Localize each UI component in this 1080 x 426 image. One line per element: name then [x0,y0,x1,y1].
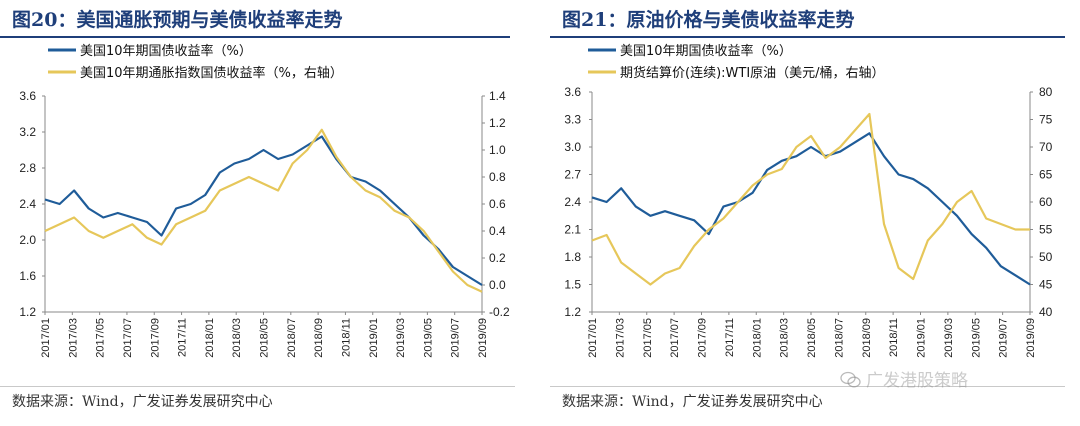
right-left-tick-label: 2.1 [564,223,581,237]
right-x-tick-label: 2018/07 [833,318,845,358]
left-x-tick-label: 2017/09 [149,318,161,358]
left-x-tick-label: 2018/07 [286,318,298,358]
left-left-tick-label: 3.6 [19,89,36,103]
right-source-divider [550,386,1065,387]
right-x-tick-label: 2018/03 [779,318,791,358]
right-chart-panel: 图21：原油价格与美债收益率走势 3.6 3.3 3.0 2.7 2.4 2.1 1.8 1.… [540,0,1080,426]
right-x-tick-label: 2017/07 [669,318,681,358]
left-x-tick-label: 2017/11 [177,318,189,357]
left-chart-panel: 图20：美国通胀预期与美债收益率走势 3.6 3.2 2.8 2.4 2.0 1.6 1.2… [0,0,515,410]
left-x-tick-label: 2018/11 [340,318,352,357]
left-series-line-tips-yield [44,128,483,293]
wechat-icon [840,371,861,388]
right-series-line-wti-oil [591,112,1030,286]
right-right-tick-label: 65 [1039,168,1053,182]
left-x-tick-label: 2018/05 [259,318,271,358]
watermark: 广发港股策略 [840,366,968,391]
right-x-tick-label: 2017/05 [642,318,654,358]
right-x-tick-label: 2019/05 [970,318,982,358]
left-x-tick-label: 2019/05 [422,318,434,358]
left-chart-title: 图20：美国通胀预期与美债收益率走势 [12,9,343,31]
left-right-tick-label: 1.4 [489,89,506,103]
right-right-tick-label: 40 [1039,305,1053,319]
left-right-tick-label: 1.0 [489,143,506,157]
left-right-tick-label: 0.0 [489,278,506,292]
right-left-tick-label: 2.7 [564,168,581,182]
right-right-tick-label: 45 [1039,278,1053,292]
left-left-tick-label: 2.8 [19,161,36,175]
left-x-tick-label: 2019/01 [368,318,380,358]
left-legend-label-0: 美国10年期国债收益率（%） [80,43,252,59]
left-x-tick-label: 2019/07 [450,318,462,358]
left-left-tick-label: 1.2 [19,305,36,319]
right-x-tick-label: 2019/07 [998,318,1010,358]
right-x-tick-label: 2018/09 [861,318,873,358]
right-x-tick-label: 2019/03 [943,318,955,358]
right-x-tick-label: 2018/05 [806,318,818,358]
right-right-tick-label: 55 [1039,223,1053,237]
right-left-tick-label: 3.3 [564,113,581,127]
right-left-tick-label: 3.6 [564,85,581,99]
right-right-tick-label: 60 [1039,195,1053,209]
right-title-bar: 图21：原油价格与美债收益率走势 [550,0,1065,38]
right-legend-label-0: 美国10年期国债收益率（%） [620,43,792,59]
left-x-tick-label: 2019/09 [477,318,489,358]
left-left-tick-label: 3.2 [19,125,36,139]
left-chart-svg: 3.6 3.2 2.8 2.4 2.0 1.6 1.2 1.4 1.2 1.0 0.8 0.6 0.4 0… [19,43,510,358]
right-source-text: 数据来源：Wind，广发证券发展研究中心 [562,394,823,410]
right-left-tick-label: 1.5 [564,278,581,292]
right-left-tick-label: 1.8 [564,250,581,264]
left-x-tick-label: 2018/03 [231,318,243,358]
left-x-tick-label: 2017/07 [122,318,134,358]
right-x-tick-label: 2018/01 [751,318,763,358]
right-right-tick-label: 80 [1039,85,1053,99]
right-x-tick-label: 2019/01 [916,318,928,358]
left-source-text: 数据来源：Wind，广发证券发展研究中心 [12,394,273,410]
left-title-bar: 图20：美国通胀预期与美债收益率走势 [0,0,510,38]
right-right-tick-label: 50 [1039,250,1053,264]
right-x-tick-label: 2017/01 [587,318,599,358]
left-right-tick-label: 0.2 [489,251,506,265]
left-right-tick-label: 0.8 [489,170,506,184]
right-left-tick-label: 1.2 [564,305,581,319]
right-x-tick-label: 2017/03 [614,318,626,358]
left-x-tick-label: 2017/01 [40,318,52,358]
left-legend-label-1: 美国10年期通胀指数国债收益率（%，右轴） [80,65,343,81]
left-left-tick-label: 1.6 [19,269,36,283]
left-right-tick-label: 1.2 [489,116,506,130]
right-chart-svg: 3.6 3.3 3.0 2.7 2.4 2.1 1.8 1.5 1.2 80 75 70 65 60 55 5… [564,43,1053,358]
left-x-tick-label: 2018/09 [313,318,325,358]
left-left-tick-label: 2.0 [19,233,36,247]
right-series-line-us10y-yield [591,132,1031,286]
right-x-tick-label: 2018/11 [888,318,900,357]
right-legend-label-1: 期货结算价(连续):WTI原油（美元/桶，右轴） [620,65,885,81]
left-x-tick-label: 2018/01 [204,318,216,358]
right-chart-title: 图21：原油价格与美债收益率走势 [562,9,855,31]
right-right-tick-label: 75 [1039,113,1053,127]
right-left-tick-label: 3.0 [564,140,581,154]
left-left-tick-label: 2.4 [19,197,36,211]
left-right-tick-label: 0.4 [489,224,506,238]
left-x-tick-label: 2017/05 [95,318,107,358]
left-x-tick-label: 2019/03 [395,318,407,358]
left-source-divider [0,386,515,387]
left-right-tick-label: 0.6 [489,197,506,211]
left-series-line-us10y-yield [44,135,483,286]
right-x-tick-label: 2017/11 [724,318,736,357]
left-x-tick-label: 2017/03 [67,318,79,358]
right-left-tick-label: 2.4 [564,195,581,209]
right-right-tick-label: 70 [1039,140,1053,154]
watermark-text: 广发港股策略 [866,371,968,391]
left-right-tick-label: -0.2 [489,305,510,319]
right-x-tick-label: 2017/09 [697,318,709,358]
right-x-tick-label: 2019/09 [1025,318,1037,358]
